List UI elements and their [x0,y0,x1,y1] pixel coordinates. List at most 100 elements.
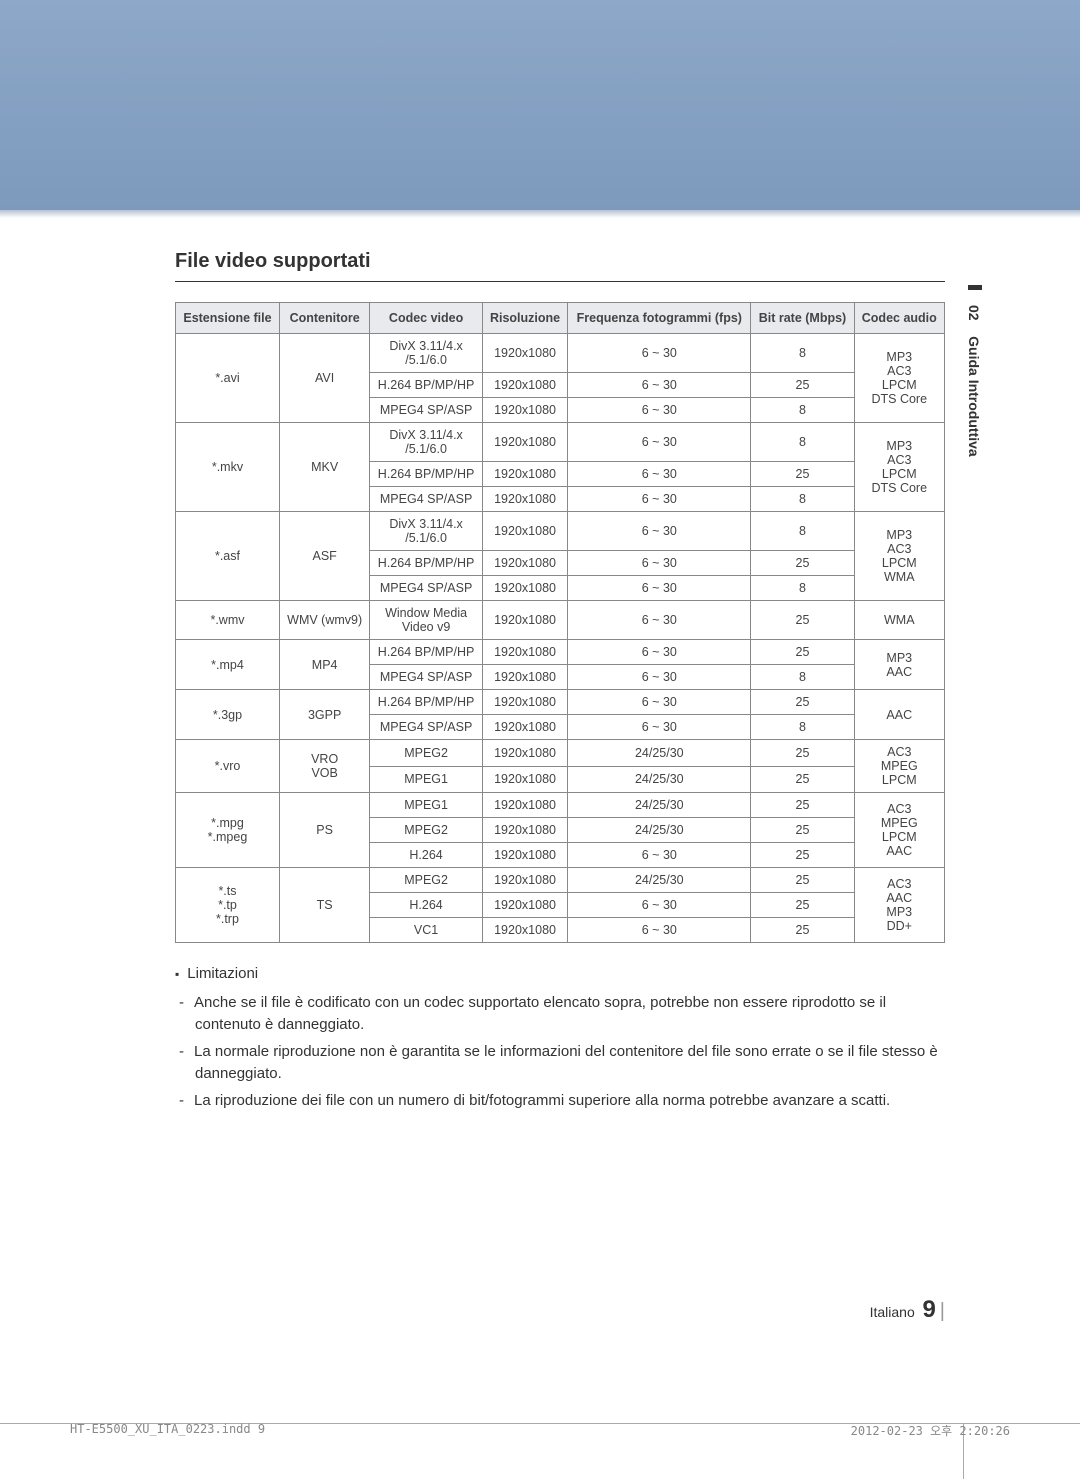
section-title: File video supportati [175,250,945,282]
side-tab: 02 Guida Introduttiva [966,305,982,457]
cell-ext: *.mkv [176,423,280,512]
cell-ext: *.avi [176,334,280,423]
cell-resolution: 1920x1080 [482,843,567,868]
side-tab-label: Guida Introduttiva [966,336,982,457]
cell-resolution: 1920x1080 [482,423,567,462]
cell-fps: 6 ~ 30 [568,487,751,512]
table-row: *.3gp3GPPH.264 BP/MP/HP1920x10806 ~ 3025… [176,690,945,715]
cell-resolution: 1920x1080 [482,665,567,690]
cell-ext: *.wmv [176,601,280,640]
table-row: *.aviAVIDivX 3.11/4.x /5.1/6.01920x10806… [176,334,945,373]
cell-resolution: 1920x1080 [482,334,567,373]
cell-acodec: MP3 AC3 LPCM WMA [854,512,944,601]
cell-resolution: 1920x1080 [482,576,567,601]
cell-bitrate: 8 [751,665,854,690]
cell-container: PS [279,793,369,868]
th-ext: Estensione file [176,303,280,334]
cell-container: 3GPP [279,690,369,740]
table-row: *.asfASFDivX 3.11/4.x /5.1/6.01920x10806… [176,512,945,551]
cell-fps: 24/25/30 [568,818,751,843]
th-fps: Frequenza fotogrammi (fps) [568,303,751,334]
cell-vcodec: H.264 [370,893,483,918]
cell-acodec: AC3 AAC MP3 DD+ [854,868,944,943]
cell-bitrate: 25 [751,918,854,943]
cell-fps: 6 ~ 30 [568,918,751,943]
cell-fps: 24/25/30 [568,793,751,818]
cell-bitrate: 8 [751,487,854,512]
cell-resolution: 1920x1080 [482,373,567,398]
cell-vcodec: MPEG2 [370,868,483,893]
cell-vcodec: MPEG4 SP/ASP [370,576,483,601]
cell-fps: 6 ~ 30 [568,551,751,576]
cell-acodec: MP3 AC3 LPCM DTS Core [854,423,944,512]
cell-acodec: AC3 MPEG LPCM AAC [854,793,944,868]
table-row: *.mpg *.mpegPSMPEG11920x108024/25/3025AC… [176,793,945,818]
cell-bitrate: 25 [751,818,854,843]
cell-fps: 6 ~ 30 [568,640,751,665]
cell-vcodec: MPEG2 [370,818,483,843]
cell-container: MP4 [279,640,369,690]
cell-ext: *.asf [176,512,280,601]
page-lang: Italiano [870,1304,915,1320]
cell-resolution: 1920x1080 [482,918,567,943]
cell-bitrate: 25 [751,690,854,715]
cell-vcodec: H.264 BP/MP/HP [370,551,483,576]
cell-fps: 6 ~ 30 [568,398,751,423]
limitation-item: Anche se il file è codificato con un cod… [175,992,945,1037]
header-banner [0,0,1080,210]
cell-container: VRO VOB [279,740,369,793]
cell-ext: *.ts *.tp *.trp [176,868,280,943]
cell-container: TS [279,868,369,943]
cell-ext: *.3gp [176,690,280,740]
cell-bitrate: 25 [751,640,854,665]
cell-resolution: 1920x1080 [482,551,567,576]
th-bitrate: Bit rate (Mbps) [751,303,854,334]
cell-fps: 24/25/30 [568,868,751,893]
cell-fps: 6 ~ 30 [568,576,751,601]
table-row: *.ts *.tp *.trpTSMPEG21920x108024/25/302… [176,868,945,893]
cell-fps: 6 ~ 30 [568,690,751,715]
cell-fps: 6 ~ 30 [568,843,751,868]
cell-fps: 6 ~ 30 [568,423,751,462]
cell-bitrate: 8 [751,512,854,551]
cell-bitrate: 25 [751,868,854,893]
side-tab-number: 02 [966,305,982,321]
cell-resolution: 1920x1080 [482,893,567,918]
cell-fps: 6 ~ 30 [568,373,751,398]
cell-resolution: 1920x1080 [482,601,567,640]
cell-ext: *.vro [176,740,280,793]
cell-ext: *.mpg *.mpeg [176,793,280,868]
cell-container: AVI [279,334,369,423]
cell-vcodec: H.264 [370,843,483,868]
cell-resolution: 1920x1080 [482,398,567,423]
limitation-item: La riproduzione dei file con un numero d… [175,1090,945,1113]
th-vcodec: Codec video [370,303,483,334]
cell-fps: 6 ~ 30 [568,601,751,640]
cell-vcodec: VC1 [370,918,483,943]
cell-vcodec: MPEG1 [370,766,483,793]
cell-vcodec: MPEG4 SP/ASP [370,715,483,740]
cell-resolution: 1920x1080 [482,487,567,512]
content-area: File video supportati Estensione file Co… [0,210,1080,1112]
limitations-section: Limitazioni Anche se il file è codificat… [175,963,945,1112]
cell-fps: 6 ~ 30 [568,334,751,373]
table-row: *.mkvMKVDivX 3.11/4.x /5.1/6.01920x10806… [176,423,945,462]
footer-right: 2012-02-23 오후 2:20:26 [851,1422,1010,1439]
cell-bitrate: 25 [751,893,854,918]
cell-bitrate: 8 [751,398,854,423]
cell-resolution: 1920x1080 [482,766,567,793]
cell-bitrate: 25 [751,462,854,487]
cell-bitrate: 25 [751,766,854,793]
cell-fps: 24/25/30 [568,766,751,793]
cell-fps: 6 ~ 30 [568,893,751,918]
cell-bitrate: 25 [751,740,854,767]
cell-resolution: 1920x1080 [482,462,567,487]
cell-resolution: 1920x1080 [482,640,567,665]
cell-bitrate: 25 [751,843,854,868]
cell-resolution: 1920x1080 [482,818,567,843]
table-row: *.mp4MP4H.264 BP/MP/HP1920x10806 ~ 3025M… [176,640,945,665]
limitations-list: Anche se il file è codificato con un cod… [175,992,945,1113]
codec-table: Estensione file Contenitore Codec video … [175,302,945,943]
cell-fps: 6 ~ 30 [568,512,751,551]
page-number: Italiano 9 | [870,1296,945,1324]
